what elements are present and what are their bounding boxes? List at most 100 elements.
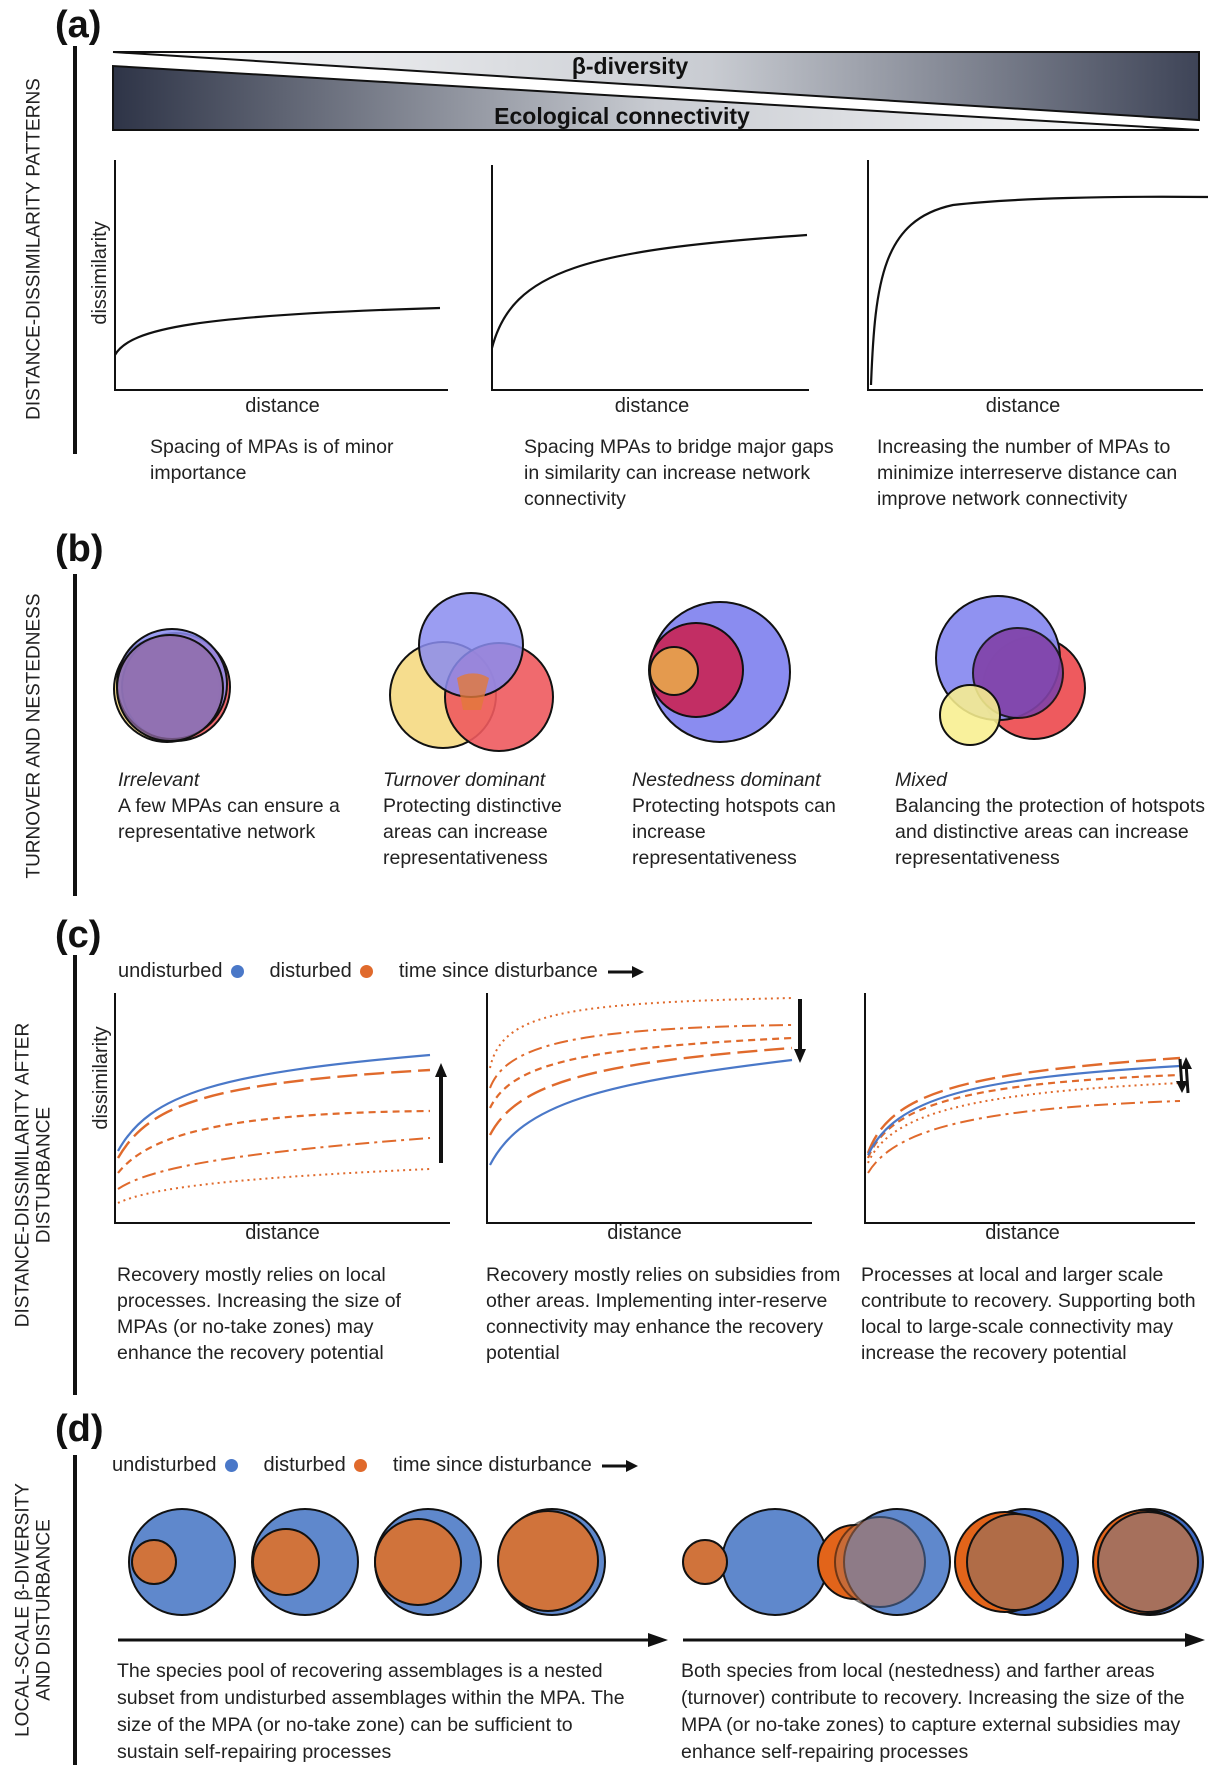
- beta-diversity-wedge: [112, 51, 1200, 122]
- panel-d-label: (d): [55, 1408, 104, 1450]
- caption-b4-title: Mixed: [895, 769, 948, 791]
- caption-a2: Spacing MPAs to bridge major gaps in sim…: [524, 436, 834, 510]
- timeline-arrow-head: [648, 1633, 668, 1647]
- caption-b3-title: Nestedness dominant: [632, 769, 821, 791]
- shortdash-series: [489, 1036, 793, 1109]
- time-arrow-icon: [607, 965, 644, 978]
- dashdot-series: [867, 1100, 1181, 1174]
- panel-a-label: (a): [55, 4, 102, 46]
- dissimilarity-curve: [490, 233, 808, 349]
- xlabel-a1: distance: [245, 395, 320, 417]
- undisturbed-dot: [224, 1459, 238, 1473]
- venn-nestedness: [648, 601, 791, 743]
- disturbed-circle-1: [131, 1539, 177, 1585]
- plot-a1: [114, 160, 448, 391]
- caption-c3: Processes at local and larger scale cont…: [861, 1264, 1196, 1364]
- legend-disturbed-label: disturbed: [269, 960, 352, 982]
- caption-a1: Spacing of MPAs is of minor importance: [150, 436, 394, 484]
- disturbed-circle-1: [682, 1539, 728, 1585]
- disturbed-circle-3: [374, 1518, 462, 1606]
- plot-a2: [490, 165, 809, 391]
- shortdash-series: [117, 1109, 431, 1174]
- legend-disturbed-label: disturbed: [263, 1454, 346, 1476]
- plot-c3: [864, 993, 1195, 1224]
- longdash-series: [866, 1056, 1181, 1154]
- nested-recovery-sequence: [118, 1508, 668, 1647]
- axes: [867, 160, 1203, 391]
- caption-b2: Turnover dominant Protecting distinctive…: [383, 767, 603, 871]
- timeline-arrow-head: [1185, 1633, 1205, 1647]
- panel-c-side-title-1: DISTANCE-DISSIMILARITY AFTER: [12, 1022, 34, 1328]
- xlabel-a2: distance: [614, 395, 690, 417]
- panel-d-bar: [73, 1455, 77, 1765]
- panel-c-label: (c): [55, 914, 102, 956]
- panel-b-label: (b): [55, 528, 104, 570]
- axes: [114, 993, 450, 1224]
- gradient-wedges: β-diversity Ecological connectivity: [112, 51, 1200, 131]
- undisturbed-series: [489, 1058, 793, 1166]
- caption-d2: Both species from local (nestedness) and…: [681, 1660, 1185, 1763]
- legend-time-label: time since disturbance: [398, 960, 598, 982]
- venn-yellow-circle: [939, 684, 1001, 746]
- caption-c2: Recovery mostly relies on subsidies from…: [486, 1264, 841, 1364]
- overlap-3: [966, 1513, 1064, 1611]
- caption-b3-text: Protecting hotspots can increase represe…: [632, 795, 836, 869]
- axes: [864, 993, 1195, 1224]
- xlabel-c2: distance: [607, 1222, 682, 1244]
- xlabel-c1: distance: [245, 1222, 320, 1244]
- caption-c1: Recovery mostly relies on local processe…: [117, 1264, 401, 1364]
- overlap-4: [1097, 1511, 1199, 1613]
- disturbed-dot: [359, 965, 373, 979]
- disturbed-circle-2b: [834, 1516, 926, 1608]
- venn-center: [457, 673, 489, 710]
- venn-irrelevant: [113, 628, 231, 743]
- disturbed-circle-4: [497, 1510, 599, 1612]
- axes: [491, 165, 809, 391]
- panel-d-side-title: LOCAL-SCALE β-DIVERSITY AND DISTURBANCE: [13, 1483, 56, 1737]
- panel-b-side-title: TURNOVER AND NESTEDNESS: [23, 593, 45, 879]
- caption-b1-title: Irrelevant: [118, 769, 200, 791]
- venn-yellow-circle: [649, 646, 699, 696]
- caption-b2-title: Turnover dominant: [383, 769, 546, 791]
- arrow-head: [794, 1049, 806, 1063]
- caption-a3: Increasing the number of MPAs to minimiz…: [877, 436, 1178, 510]
- arrow-head-down: [1176, 1081, 1188, 1093]
- panel-d-side-title-2: AND DISTURBANCE: [34, 1519, 55, 1701]
- caption-b4-text: Balancing the protection of hotspots and…: [895, 795, 1206, 869]
- venn-mixed: [935, 595, 1086, 746]
- longdash-series: [488, 1046, 793, 1136]
- legend-c: undisturbed disturbed time since disturban…: [118, 960, 646, 983]
- shortdash-series: [866, 1073, 1181, 1159]
- legend-undisturbed-label: undisturbed: [118, 960, 223, 982]
- dashdot-series: [489, 1024, 793, 1089]
- beta-diversity-label: β-diversity: [572, 53, 689, 79]
- panel-d-side-title-1: LOCAL-SCALE β-DIVERSITY: [12, 1483, 34, 1737]
- xlabel-a3: distance: [985, 395, 1061, 417]
- dissimilarity-curve: [114, 306, 441, 356]
- panel-c-bar: [73, 955, 77, 1395]
- legend-time-label: time since disturbance: [392, 1454, 592, 1476]
- undisturbed-dot: [230, 965, 244, 979]
- disturbed-dot: [353, 1459, 367, 1473]
- panel-c-side-title-2: DISTURBANCE: [34, 1106, 55, 1244]
- connectivity-wedge: [112, 64, 1200, 131]
- dotted-series: [867, 1082, 1181, 1164]
- axes: [114, 160, 448, 391]
- xlabel-c3: distance: [985, 1222, 1060, 1244]
- plot-c1: [114, 993, 450, 1224]
- plot-a3: [867, 160, 1209, 391]
- time-arrow-icon: [601, 1459, 638, 1472]
- caption-b4: Mixed Balancing the protection of hotspo…: [895, 767, 1215, 871]
- legend-d: undisturbed disturbed time since disturban…: [112, 1454, 640, 1477]
- turnover-recovery-sequence: [682, 1508, 1205, 1647]
- dotted-series: [117, 1168, 431, 1204]
- dissimilarity-curve: [869, 195, 1209, 386]
- ylabel-a1: dissimilarity: [88, 221, 111, 325]
- disturbed-circle-2: [252, 1528, 320, 1596]
- panel-c-side-title: DISTANCE-DISSIMILARITY AFTER DISTURBANCE: [13, 1023, 56, 1327]
- caption-b2-text: Protecting distinctive areas can increas…: [383, 795, 562, 869]
- caption-b1-text: A few MPAs can ensure a representative n…: [118, 795, 340, 843]
- connectivity-label: Ecological connectivity: [494, 103, 750, 129]
- longdash-series: [116, 1068, 431, 1159]
- arrow-head: [435, 1063, 447, 1077]
